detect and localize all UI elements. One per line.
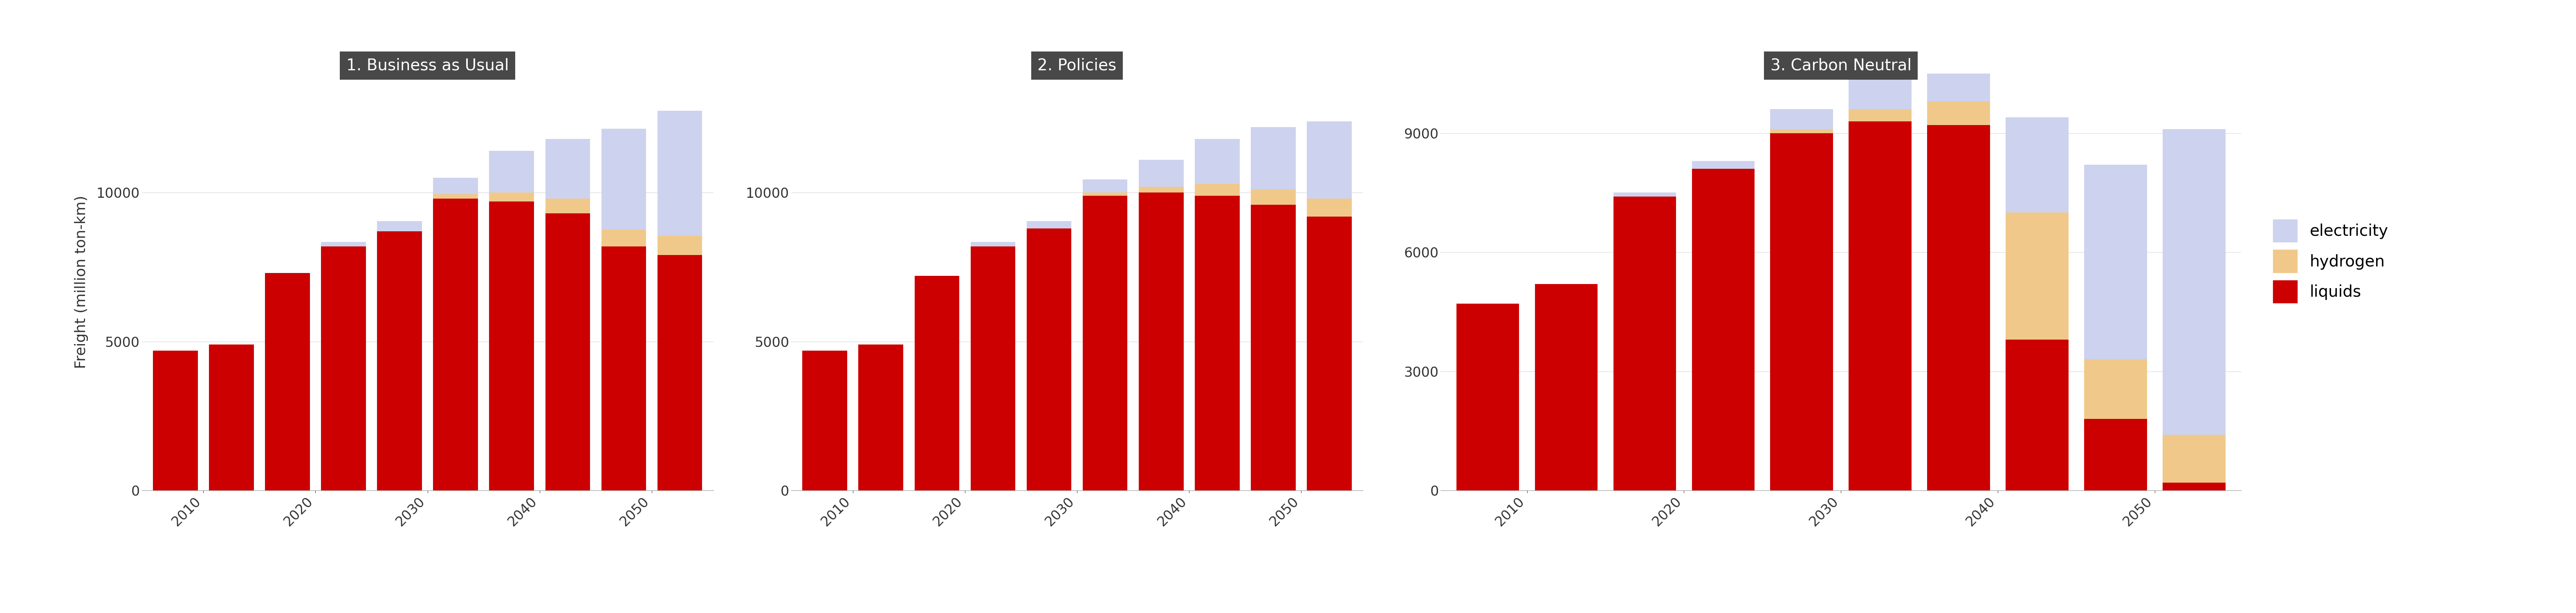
Bar	[657, 255, 703, 490]
Bar	[1692, 169, 1754, 490]
Bar	[1613, 197, 1677, 490]
Title: 2. Policies: 2. Policies	[1038, 58, 1115, 74]
Bar	[1082, 179, 1128, 192]
Bar	[1535, 284, 1597, 490]
Bar	[1770, 109, 1834, 129]
Bar	[1252, 205, 1296, 490]
Bar	[1195, 196, 1239, 490]
Bar	[1850, 109, 1911, 121]
Bar	[1195, 184, 1239, 196]
Bar	[1082, 192, 1128, 196]
Bar	[1306, 216, 1352, 490]
Bar	[2007, 213, 2069, 340]
Bar	[489, 202, 533, 490]
Bar	[1850, 77, 1911, 109]
Bar	[2164, 482, 2226, 490]
Bar	[1692, 161, 1754, 169]
Title: 1. Business as Usual: 1. Business as Usual	[345, 58, 510, 74]
Bar	[2007, 117, 2069, 213]
Bar	[858, 345, 904, 490]
Bar	[1770, 133, 1834, 490]
Bar	[433, 178, 479, 194]
Bar	[971, 246, 1015, 490]
Bar	[433, 199, 479, 490]
Bar	[2084, 165, 2146, 359]
Bar	[1252, 127, 1296, 189]
Bar	[1082, 196, 1128, 490]
Bar	[1139, 187, 1182, 192]
Bar	[1306, 121, 1352, 199]
Bar	[322, 246, 366, 490]
Bar	[376, 221, 422, 231]
Bar	[152, 351, 198, 490]
Bar	[1028, 221, 1072, 229]
Bar	[2084, 359, 2146, 419]
Bar	[546, 213, 590, 490]
Bar	[2164, 435, 2226, 482]
Bar	[489, 192, 533, 202]
Bar	[1028, 229, 1072, 490]
Bar	[801, 351, 848, 490]
Bar	[971, 242, 1015, 246]
Bar	[376, 231, 422, 490]
Bar	[1770, 129, 1834, 133]
Bar	[657, 236, 703, 255]
Bar	[1927, 62, 1991, 101]
Bar	[265, 273, 309, 490]
Bar	[546, 139, 590, 199]
Bar	[1252, 189, 1296, 205]
Bar	[600, 246, 647, 490]
Bar	[1139, 160, 1182, 187]
Bar	[657, 111, 703, 236]
Y-axis label: Freight (million ton-km): Freight (million ton-km)	[75, 196, 88, 368]
Title: 3. Carbon Neutral: 3. Carbon Neutral	[1770, 58, 1911, 74]
Bar	[1927, 125, 1991, 490]
Bar	[489, 151, 533, 192]
Bar	[1139, 192, 1182, 490]
Bar	[2164, 129, 2226, 435]
Bar	[1850, 121, 1911, 490]
Bar	[1306, 199, 1352, 216]
Bar	[1455, 304, 1520, 490]
Bar	[322, 242, 366, 246]
Bar	[433, 194, 479, 199]
Bar	[2084, 419, 2146, 490]
Bar	[600, 129, 647, 230]
Bar	[1195, 139, 1239, 184]
Bar	[1613, 192, 1677, 197]
Bar	[914, 276, 958, 490]
Bar	[1927, 101, 1991, 125]
Bar	[546, 199, 590, 213]
Legend: electricity, hydrogen, liquids: electricity, hydrogen, liquids	[2272, 219, 2388, 303]
Bar	[209, 345, 255, 490]
Bar	[2007, 340, 2069, 490]
Bar	[600, 230, 647, 246]
